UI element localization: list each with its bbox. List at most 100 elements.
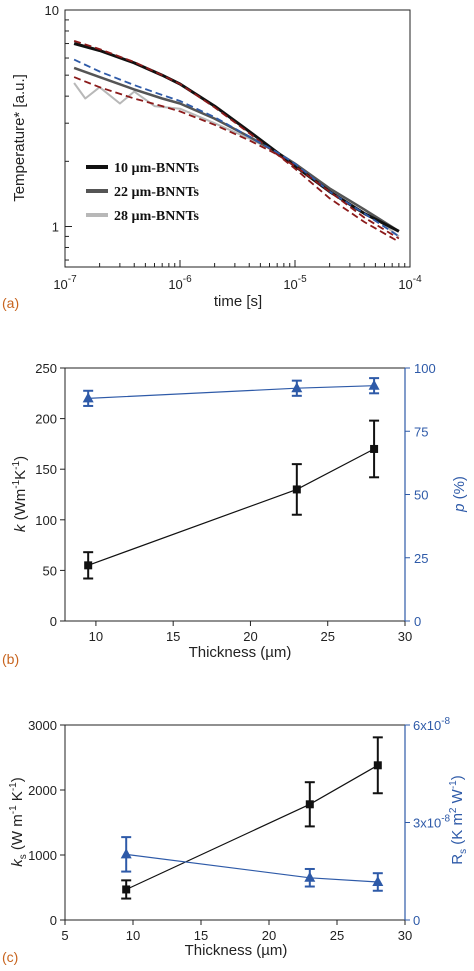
panel-c-x-tick-label: 20 bbox=[262, 928, 276, 943]
panel-a-fit-line bbox=[73, 40, 400, 243]
panel-b-data-point bbox=[291, 382, 303, 393]
panel-b-data-point bbox=[368, 379, 380, 390]
panel-b-series-line bbox=[87, 448, 375, 566]
panel-c-x-tick-label: 5 bbox=[61, 928, 68, 943]
panel-c-left-y-sub: s bbox=[18, 854, 29, 859]
panel-b-right-y-tick-label: 25 bbox=[414, 551, 428, 566]
panel-a-series-line bbox=[73, 42, 400, 233]
panel-a-x-tick-exponent: -7 bbox=[68, 274, 77, 285]
panel-c-right-y-mid: W bbox=[449, 788, 466, 807]
panel-c-x-axis-label: Thickness (µm) bbox=[185, 942, 288, 959]
panel-a-x-tick-base: 10 bbox=[398, 277, 412, 292]
panel-c-left-y-axis-label: ks (W m-1 K-1) bbox=[8, 777, 29, 866]
panel-b-right-y-symbol: p bbox=[451, 504, 468, 513]
panel-c-right-y-tick-label: 3x10-8 bbox=[413, 814, 451, 831]
panel-b-left-y-exp1: -1 bbox=[11, 479, 22, 488]
panel-b-data-point bbox=[292, 485, 301, 494]
panel-b-data-point bbox=[84, 561, 93, 570]
panel-a-x-axis-label: time [s] bbox=[214, 293, 262, 310]
panel-a-x-tick-label: 10-6 bbox=[168, 274, 192, 292]
panel-b-left-y-mid: K bbox=[12, 470, 29, 480]
panel-c-right-y-axis-label: Rs (K m2 W-1) bbox=[448, 775, 469, 864]
panel-b-right-y-tick-label: 0 bbox=[414, 614, 421, 629]
panel-a-legend-label: 28 µm-BNNTs bbox=[114, 209, 200, 224]
panel-c-series-line bbox=[126, 853, 378, 883]
panel-b-right-y-axis-label: p (%) bbox=[451, 476, 468, 513]
panel-a-series-line bbox=[73, 66, 400, 233]
panel-a-fit-line bbox=[73, 58, 400, 238]
panel-b-left-y-axis-label: k (Wm-1K-1) bbox=[11, 456, 29, 532]
panel-b-plot-frame bbox=[64, 367, 406, 622]
panel-a-plot-frame bbox=[64, 9, 411, 268]
panel-a-fit-line bbox=[73, 76, 400, 240]
panel-c-data-point bbox=[372, 875, 384, 886]
panel-a-x-tick-exponent: -6 bbox=[183, 274, 192, 285]
panel-b-left-y-tick-label: 150 bbox=[35, 462, 57, 477]
panel-c-left-y-tick-label: 2000 bbox=[28, 783, 57, 798]
panel-c-left-y-exp2: -1 bbox=[8, 782, 19, 791]
panel-b-left-y-symbol: k bbox=[12, 523, 29, 532]
panel-c-left-y-mid: K bbox=[9, 791, 26, 805]
panel-c-right-y-tick-exponent: -8 bbox=[441, 814, 450, 825]
panel-c-plot-frame bbox=[64, 724, 406, 921]
panel-c-left-y-tick-label: 3000 bbox=[28, 718, 57, 733]
panel-a-series bbox=[73, 40, 400, 243]
panel-c-right-y-tick-label: 6x10-8 bbox=[413, 716, 451, 733]
panel-a-y-tick-label: 1 bbox=[52, 219, 59, 234]
panel-b-left-y-tick-label: 250 bbox=[35, 361, 57, 376]
panel-c-data-point bbox=[304, 871, 316, 882]
panel-c-series bbox=[120, 736, 384, 900]
panel-b-x-tick-label: 15 bbox=[166, 629, 180, 644]
panel-a-x-tick-base: 10 bbox=[283, 277, 297, 292]
panel-b-x-axis-label: Thickness (µm) bbox=[189, 644, 292, 661]
panel-b-left-y-exp2: -1 bbox=[11, 460, 22, 469]
panel-b-right-y-tick-label: 100 bbox=[414, 361, 436, 376]
panel-c-right-y-unit: (K m bbox=[449, 813, 466, 849]
panel-b-right-y-tick-label: 75 bbox=[414, 424, 428, 439]
panel-b-left-y-tick-label: 0 bbox=[50, 614, 57, 629]
panel-b-data-point bbox=[82, 392, 94, 403]
panel-a-x-tick-label: 10-5 bbox=[283, 274, 307, 292]
panel-a-legend-label: 22 µm-BNNTs bbox=[114, 185, 200, 200]
panel-a-legend: 10 µm-BNNTs 22 µm-BNNTs 28 µm-BNNTs bbox=[86, 161, 200, 224]
panel-c-x-tick-label: 25 bbox=[330, 928, 344, 943]
panel-a-y-axis-label: Temperature* [a.u.] bbox=[11, 74, 28, 202]
panel-a-legend-label: 10 µm-BNNTs bbox=[114, 161, 200, 176]
panel-b-series-line bbox=[88, 385, 375, 399]
panel-b-left-y-tick-label: 50 bbox=[43, 563, 57, 578]
panel-a-x-tick-exponent: -4 bbox=[413, 274, 422, 285]
panel-b-right-y-unit: (%) bbox=[451, 476, 468, 504]
panel-c-left-y-tick-label: 1000 bbox=[28, 848, 57, 863]
panel-c-right-y-tick-base: 3x10 bbox=[413, 816, 441, 831]
panel-a-x-tick-label: 10-7 bbox=[53, 274, 77, 292]
panel-c-data-point bbox=[305, 800, 314, 809]
panel-b-x-tick-label: 25 bbox=[320, 629, 334, 644]
panel-a-x-tick-base: 10 bbox=[53, 277, 67, 292]
panel-c-right-y-exp1: 2 bbox=[448, 807, 459, 813]
panel-b-left-y-tick-label: 100 bbox=[35, 513, 57, 528]
panel-b-label: (b) bbox=[2, 651, 19, 667]
panel-c-x-tick-label: 10 bbox=[126, 928, 140, 943]
panel-c-right-y-tick-label: 0 bbox=[413, 913, 420, 928]
panel-b-left-y-unit: (Wm bbox=[12, 489, 29, 525]
panel-b-right-y-tick-label: 50 bbox=[414, 488, 428, 503]
panel-c-left-y-end: ) bbox=[9, 777, 26, 782]
panel-c-left-y-unit: (W m bbox=[9, 814, 26, 854]
panel-b-x-tick-label: 30 bbox=[398, 629, 412, 644]
panel-c-right-y-tick-exponent: -8 bbox=[441, 716, 450, 727]
panel-c-right-y-end: ) bbox=[449, 775, 466, 780]
panel-b-x-tick-label: 20 bbox=[243, 629, 257, 644]
panel-c-right-y-exp2: -1 bbox=[448, 780, 459, 789]
panel-b-x-tick-label: 10 bbox=[89, 629, 103, 644]
panel-a-label: (a) bbox=[2, 295, 19, 311]
panel-c-left-y-exp1: -1 bbox=[8, 805, 19, 814]
panel-c-right-y-symbol: R bbox=[449, 854, 466, 865]
panel-a-x-tick-base: 10 bbox=[168, 277, 182, 292]
